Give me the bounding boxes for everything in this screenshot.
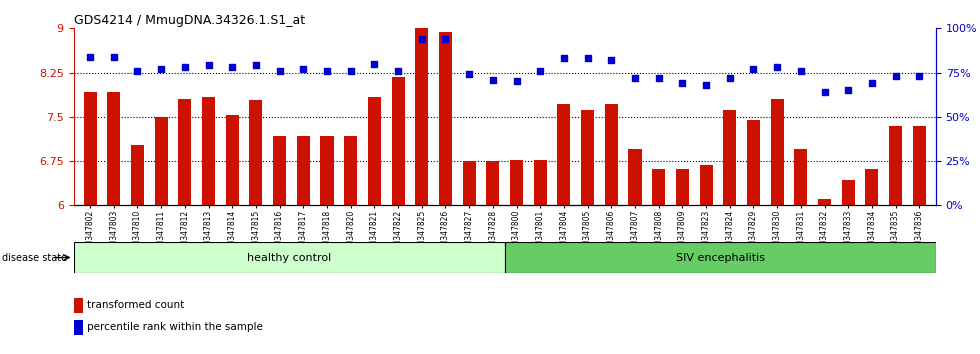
Bar: [652, 169, 665, 205]
Point: [509, 79, 524, 84]
Point: [841, 87, 857, 93]
Point: [343, 68, 359, 74]
Point: [319, 68, 335, 74]
Point: [82, 54, 98, 59]
Bar: [510, 160, 523, 205]
Point: [485, 77, 501, 82]
Bar: [344, 136, 358, 205]
Bar: [131, 145, 144, 205]
Point: [864, 80, 880, 86]
Bar: [368, 97, 381, 205]
Bar: [439, 33, 452, 205]
Point: [106, 54, 122, 59]
Bar: [818, 199, 831, 205]
Bar: [392, 77, 405, 205]
Point: [367, 61, 382, 67]
Text: disease state: disease state: [2, 252, 67, 263]
Point: [271, 68, 287, 74]
Bar: [628, 149, 642, 205]
Point: [248, 63, 264, 68]
Point: [153, 66, 169, 72]
Point: [746, 66, 761, 72]
Point: [769, 64, 785, 70]
Point: [627, 75, 643, 81]
Bar: [83, 92, 97, 205]
Bar: [912, 126, 926, 205]
Point: [580, 56, 596, 61]
Text: GDS4214 / MmugDNA.34326.1.S1_at: GDS4214 / MmugDNA.34326.1.S1_at: [74, 14, 305, 27]
Bar: [795, 149, 808, 205]
Bar: [676, 169, 689, 205]
Bar: [155, 117, 168, 205]
Point: [296, 66, 312, 72]
Bar: [581, 110, 594, 205]
Bar: [107, 92, 121, 205]
Bar: [273, 136, 286, 205]
Text: percentile rank within the sample: percentile rank within the sample: [87, 322, 263, 332]
Bar: [534, 160, 547, 205]
Point: [674, 80, 690, 86]
Point: [414, 36, 429, 42]
Bar: [723, 110, 736, 205]
Bar: [605, 104, 617, 205]
Bar: [700, 165, 712, 205]
Bar: [558, 104, 570, 205]
Bar: [225, 115, 239, 205]
Bar: [486, 161, 500, 205]
Point: [201, 63, 217, 68]
Point: [816, 89, 832, 95]
Point: [888, 73, 904, 79]
Bar: [416, 28, 428, 205]
Point: [462, 72, 477, 77]
Point: [793, 68, 808, 74]
Text: healthy control: healthy control: [247, 252, 331, 263]
Point: [129, 68, 145, 74]
Bar: [770, 99, 784, 205]
Point: [698, 82, 713, 88]
Text: SIV encephalitis: SIV encephalitis: [676, 252, 764, 263]
Point: [722, 75, 738, 81]
Point: [556, 56, 571, 61]
Point: [390, 68, 406, 74]
Bar: [865, 169, 878, 205]
Point: [224, 64, 240, 70]
Point: [604, 57, 619, 63]
Bar: [250, 100, 263, 205]
Bar: [889, 126, 903, 205]
Bar: [202, 97, 215, 205]
Point: [651, 75, 666, 81]
FancyBboxPatch shape: [505, 242, 936, 273]
Point: [911, 73, 927, 79]
Point: [438, 36, 454, 42]
Bar: [297, 136, 310, 205]
Bar: [842, 180, 855, 205]
Bar: [74, 320, 83, 335]
Bar: [178, 99, 191, 205]
Bar: [747, 120, 760, 205]
Point: [532, 68, 548, 74]
Bar: [463, 161, 475, 205]
Bar: [74, 298, 83, 313]
Text: transformed count: transformed count: [87, 300, 184, 310]
Bar: [320, 136, 333, 205]
FancyBboxPatch shape: [74, 242, 505, 273]
Point: [177, 64, 193, 70]
